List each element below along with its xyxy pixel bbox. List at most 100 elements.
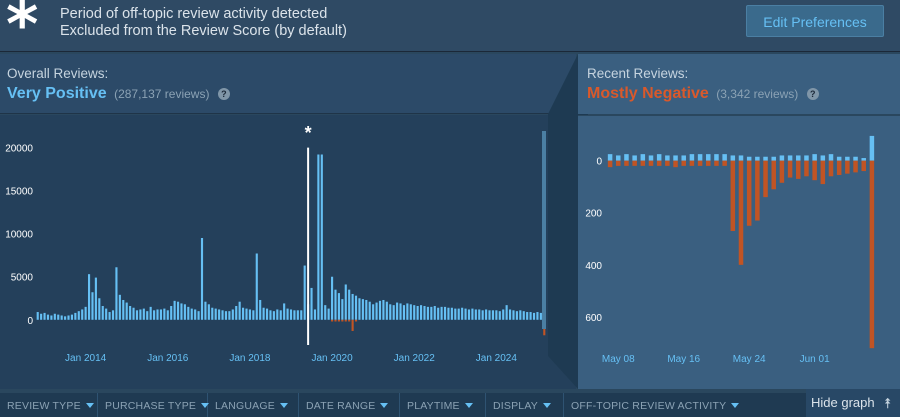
positive-bar (300, 310, 303, 320)
negative-bar (730, 160, 736, 231)
filter-playtime[interactable]: PLAYTIME (400, 393, 486, 417)
positive-bar (443, 306, 447, 320)
negative-bar (845, 160, 850, 174)
positive-bar (420, 305, 423, 320)
negative-bar (820, 160, 826, 185)
hide-graph-button[interactable]: Hide graph ⯭ (806, 389, 900, 417)
negative-bar (607, 160, 613, 168)
positive-bar (426, 306, 429, 320)
negative-bar (861, 160, 866, 172)
negative-bar (763, 160, 768, 198)
positive-bar (464, 308, 467, 320)
positive-bar (276, 309, 279, 320)
positive-bar (101, 306, 104, 320)
help-icon[interactable]: ? (806, 88, 819, 100)
filter-display[interactable]: DISPLAY (486, 393, 564, 417)
positive-bar (228, 311, 231, 320)
positive-bar (262, 307, 265, 320)
positive-bar (259, 299, 262, 320)
filter-language[interactable]: LANGUAGE (208, 393, 299, 417)
filter-purchase-type[interactable]: PURCHASE TYPE (98, 393, 210, 417)
overall-reviews-chart[interactable]: 0 5000 10000 15000 20000 Jan 2014 Jan 2016 Jan … (0, 115, 576, 389)
x-tick-label: Jan 2016 (147, 353, 189, 364)
positive-bar (607, 154, 613, 161)
positive-bar (197, 311, 200, 320)
positive-bar (40, 313, 43, 320)
positive-bar (132, 307, 135, 320)
positive-bar (91, 292, 94, 320)
positive-bar (77, 311, 80, 320)
negative-bar (665, 160, 670, 166)
recent-review-count: (3,342 reviews) (716, 87, 799, 101)
positive-bar (746, 156, 752, 161)
positive-bar (142, 308, 145, 320)
edit-preferences-button[interactable]: Edit Preferences (746, 5, 884, 37)
positive-bar (231, 309, 234, 320)
x-tick-label: Jun 01 (800, 354, 830, 365)
filter-off-topic-activity[interactable]: OFF-TOPIC REVIEW ACTIVITY (564, 393, 774, 417)
negative-bar (624, 160, 629, 166)
positive-bar (485, 309, 488, 320)
positive-bar (163, 308, 166, 320)
positive-bar (738, 155, 744, 161)
positive-bar (218, 309, 221, 320)
recent-score: Mostly Negative (587, 85, 709, 102)
negative-bar (337, 319, 340, 322)
filter-date-range[interactable]: DATE RANGE (299, 393, 400, 417)
positive-bar (372, 304, 375, 320)
positive-bar (159, 309, 162, 320)
positive-bar (539, 312, 542, 320)
positive-bar (74, 312, 77, 320)
positive-bar (730, 155, 736, 161)
positive-bar (242, 307, 245, 320)
positive-bar (804, 155, 809, 161)
positive-bar (265, 308, 269, 320)
positive-bar (433, 306, 436, 320)
positive-bar (180, 303, 183, 320)
negative-bar (632, 160, 637, 166)
positive-bar (529, 312, 532, 320)
hide-graph-label: Hide graph (811, 395, 875, 410)
negative-bar (656, 160, 662, 166)
positive-bar (522, 311, 525, 320)
positive-bar (763, 156, 768, 161)
positive-bar (796, 155, 801, 161)
positive-bar (286, 308, 289, 320)
positive-bar (640, 154, 646, 161)
positive-bar (519, 310, 522, 320)
positive-bar (36, 312, 39, 320)
positive-bar (139, 309, 142, 320)
positive-bar (115, 267, 118, 320)
negative-bar (828, 160, 834, 177)
positive-bar (447, 307, 450, 320)
positive-bar (64, 316, 67, 320)
positive-bar (310, 287, 313, 320)
off-topic-banner: * Period of off-topic review activity de… (0, 0, 900, 56)
y-tick-label: 15000 (5, 187, 33, 198)
negative-bar (869, 160, 875, 349)
positive-bar (43, 312, 46, 320)
negative-bar (648, 160, 654, 166)
positive-bar (481, 310, 484, 320)
filter-review-type[interactable]: REVIEW TYPE (0, 393, 98, 417)
caret-down-icon (201, 403, 210, 408)
recent-reviews-chart[interactable]: 0 200 400 600 May 08 May 16 May 24 Jun 01 (578, 116, 900, 390)
negative-bar (714, 160, 719, 166)
positive-bar (365, 299, 368, 320)
x-tick-label: Jan 2014 (65, 353, 107, 364)
positive-bar (176, 301, 180, 320)
positive-bar (515, 311, 518, 320)
positive-bar (392, 305, 395, 320)
positive-bar (779, 155, 785, 161)
positive-bar (70, 314, 74, 320)
y-tick-label: 10000 (5, 230, 33, 241)
overall-score: Very Positive (7, 85, 107, 102)
positive-bar (214, 308, 217, 320)
caret-down-icon (464, 403, 473, 408)
help-icon[interactable]: ? (217, 88, 230, 100)
x-tick-label: Jan 2024 (476, 353, 518, 364)
positive-bar (320, 154, 323, 320)
positive-bar (313, 309, 317, 320)
negative-bar (787, 160, 793, 178)
negative-bar (746, 160, 752, 226)
